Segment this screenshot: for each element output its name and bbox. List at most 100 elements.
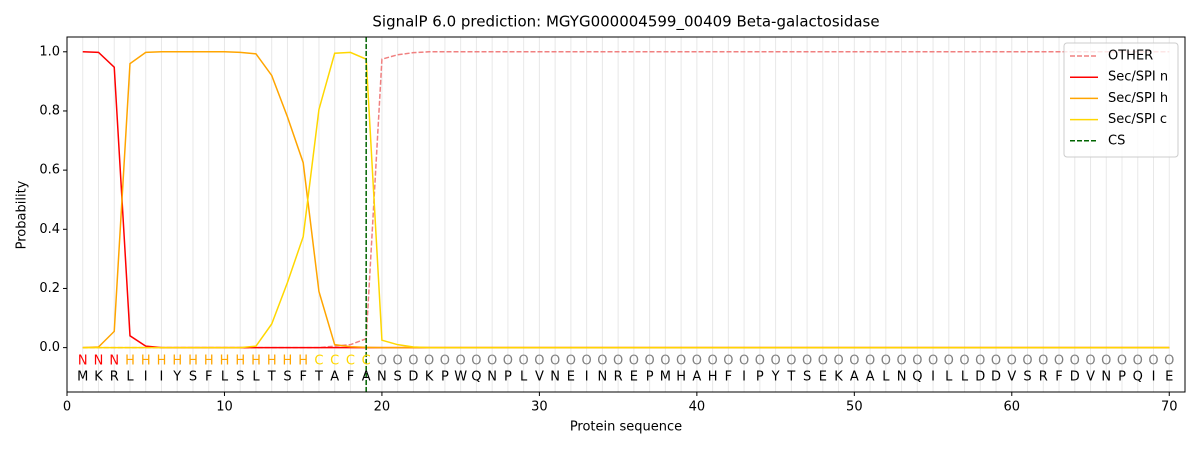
region-label: H — [188, 354, 198, 369]
region-label: O — [613, 354, 623, 369]
region-label: O — [881, 354, 891, 369]
legend-label: Sec/SPI h — [1108, 91, 1168, 106]
x-tick-label: 50 — [846, 400, 863, 415]
region-label: O — [849, 354, 859, 369]
region-label: O — [534, 354, 544, 369]
region-label: O — [755, 354, 765, 369]
residue-label: A — [866, 370, 875, 385]
region-label: O — [975, 354, 985, 369]
region-label: H — [204, 354, 214, 369]
region-label: O — [865, 354, 875, 369]
residue-label: S — [394, 370, 402, 385]
residue-label: S — [803, 370, 811, 385]
region-label: N — [78, 354, 88, 369]
residue-label: E — [819, 370, 827, 385]
residue-label: Y — [771, 370, 780, 385]
y-tick-label: 0.0 — [39, 340, 60, 355]
residue-label: L — [126, 370, 134, 385]
residue-label: F — [299, 370, 306, 385]
residue-label: N — [550, 370, 560, 385]
residue-label: I — [742, 370, 746, 385]
x-tick-label: 60 — [1004, 400, 1021, 415]
residue-label: Y — [172, 370, 181, 385]
region-label: O — [707, 354, 717, 369]
region-label: O — [944, 354, 954, 369]
legend-label: Sec/SPI c — [1108, 112, 1167, 127]
region-label: O — [928, 354, 938, 369]
series-line — [82, 51, 1170, 349]
residue-label: E — [630, 370, 638, 385]
residue-label: H — [708, 370, 718, 385]
residue-label: R — [1039, 370, 1048, 385]
residue-label: F — [1055, 370, 1062, 385]
residue-label: M — [660, 370, 671, 385]
residue-label: D — [991, 370, 1001, 385]
region-label: H — [141, 354, 151, 369]
legend-label: OTHER — [1108, 49, 1153, 64]
residue-label: F — [205, 370, 212, 385]
residue-label: K — [94, 370, 103, 385]
residue-label: A — [692, 370, 701, 385]
residue-label: N — [487, 370, 497, 385]
residue-label: Q — [1133, 370, 1143, 385]
x-tick-label: 30 — [531, 400, 548, 415]
region-label: O — [408, 354, 418, 369]
residue-label: I — [585, 370, 589, 385]
residue-label: M — [77, 370, 88, 385]
residue-label: V — [1007, 370, 1016, 385]
region-label: O — [1070, 354, 1080, 369]
series-line — [82, 51, 1170, 349]
residue-label: P — [441, 370, 449, 385]
residue-label: S — [236, 370, 244, 385]
region-label: O — [566, 354, 576, 369]
y-tick-label: 0.6 — [39, 163, 60, 178]
region-label: O — [1117, 354, 1127, 369]
residue-label: D — [975, 370, 985, 385]
residue-label: A — [850, 370, 859, 385]
region-label: O — [1038, 354, 1048, 369]
residue-label: K — [834, 370, 843, 385]
residue-label: I — [144, 370, 148, 385]
residue-label: I — [1152, 370, 1156, 385]
legend-box — [1063, 42, 1179, 158]
region-label: O — [440, 354, 450, 369]
region-label: O — [424, 354, 434, 369]
residue-label: S — [189, 370, 197, 385]
region-label: C — [314, 354, 323, 369]
residue-label: N — [1101, 370, 1111, 385]
residue-label: P — [504, 370, 512, 385]
region-label: O — [503, 354, 513, 369]
region-label: O — [692, 354, 702, 369]
residue-label: A — [362, 370, 371, 385]
residue-label: H — [676, 370, 686, 385]
x-tick-label: 0 — [63, 400, 71, 415]
x-tick-label: 40 — [689, 400, 706, 415]
region-label: O — [770, 354, 780, 369]
residue-label: L — [945, 370, 953, 385]
region-label: O — [393, 354, 403, 369]
region-label: H — [125, 354, 135, 369]
residue-label: I — [931, 370, 935, 385]
residue-label: P — [646, 370, 654, 385]
x-tick-label: 70 — [1161, 400, 1178, 415]
region-label: H — [235, 354, 245, 369]
residue-label: L — [961, 370, 969, 385]
region-label: O — [1054, 354, 1064, 369]
region-label: O — [1007, 354, 1017, 369]
residue-label: L — [221, 370, 229, 385]
region-label: O — [818, 354, 828, 369]
residue-label: F — [725, 370, 732, 385]
residue-label: D — [1070, 370, 1080, 385]
region-label: O — [833, 354, 843, 369]
region-label: O — [1101, 354, 1111, 369]
region-label: H — [172, 354, 182, 369]
region-label: O — [519, 354, 529, 369]
y-tick-label: 0.2 — [39, 281, 60, 296]
residue-label: P — [1118, 370, 1126, 385]
region-label: C — [346, 354, 355, 369]
residue-label: E — [567, 370, 575, 385]
region-label: H — [267, 354, 277, 369]
region-label: O — [1085, 354, 1095, 369]
region-label: O — [660, 354, 670, 369]
